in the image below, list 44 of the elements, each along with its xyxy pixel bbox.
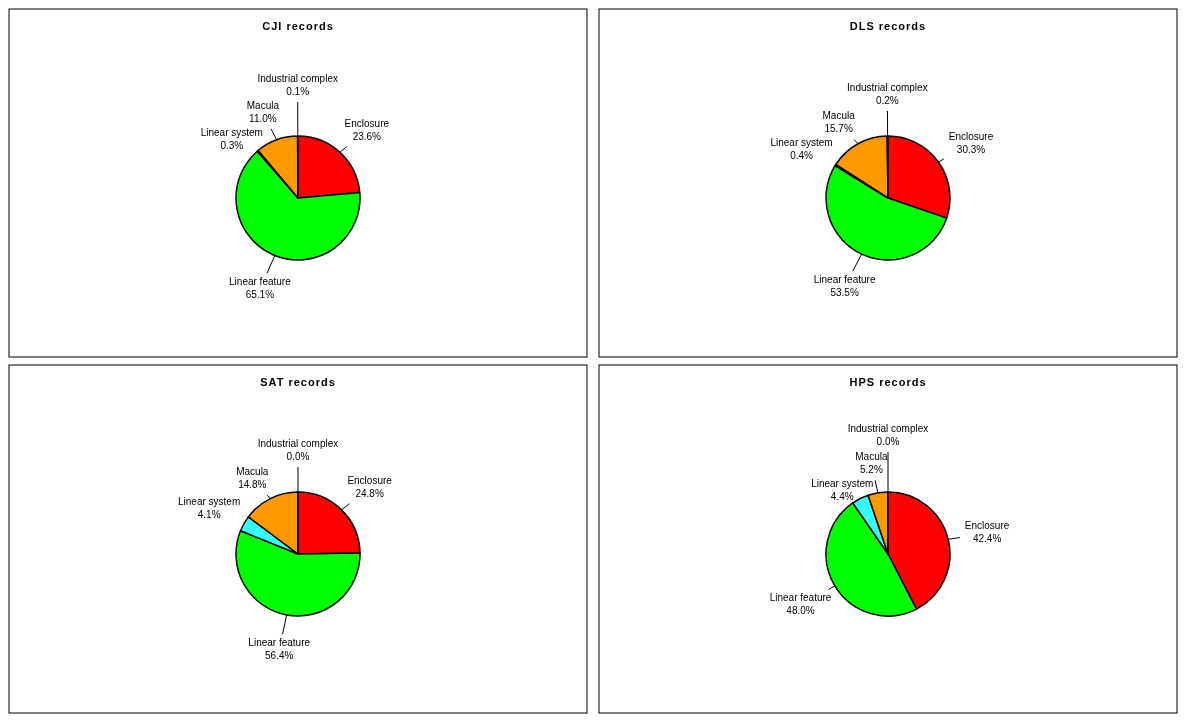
category-label: Industrial complex xyxy=(257,438,339,449)
data-label: 4.1% xyxy=(197,508,221,520)
slice-label: Linear feature xyxy=(769,592,832,604)
slice-label: Enclosure xyxy=(948,131,994,143)
slice-label: Industrial complex xyxy=(257,73,338,84)
chart-title: DLS records xyxy=(849,20,927,32)
data-label: 0.2% xyxy=(875,95,899,106)
slice-label: Enclosure xyxy=(344,117,390,129)
slice-label: Linear system xyxy=(200,127,263,139)
data-label: 56.4% xyxy=(265,650,294,662)
data-label: 30.3% xyxy=(956,144,986,156)
slice-label: Linear feature xyxy=(813,273,876,285)
data-label: 5.2% xyxy=(860,464,883,476)
slice-label: Linear system xyxy=(770,137,833,149)
data-label: 48.0% xyxy=(786,605,815,617)
chart-title: HPS records xyxy=(849,376,927,388)
data-label: 0.3% xyxy=(220,140,244,152)
data-label: 11.0% xyxy=(249,112,277,124)
data-label: 42.4% xyxy=(972,533,1002,545)
chart-title: CJI records xyxy=(262,20,334,32)
slice-label: Enclosure xyxy=(347,474,393,486)
data-label: 0.4% xyxy=(790,150,814,162)
data-label: 65.1% xyxy=(245,289,275,301)
data-label: 4.4% xyxy=(830,491,854,503)
data-label: 14.8% xyxy=(238,479,267,491)
data-label: 23.6% xyxy=(352,130,382,142)
slice-label: Linear feature xyxy=(248,637,311,649)
slice-label: Enclosure xyxy=(964,520,1010,532)
data-label: 24.8% xyxy=(355,487,384,499)
slice-label: Industrial complex xyxy=(847,82,928,93)
slice-label: Linear feature xyxy=(229,276,292,288)
slice-label: Macula xyxy=(236,466,269,478)
category-label: Industrial complex xyxy=(847,423,929,434)
text: 0.0% xyxy=(286,451,310,462)
slice-label: Macula xyxy=(246,99,280,111)
chart-title: SAT records xyxy=(260,376,336,388)
slice-label: Macula xyxy=(855,451,888,463)
data-label: 53.5% xyxy=(830,286,859,298)
data-label: 15.7% xyxy=(824,123,853,135)
data-label: 0.1% xyxy=(286,86,310,97)
slice-label: Linear system xyxy=(811,478,874,490)
text: 0.0% xyxy=(876,436,900,447)
slice-label: Linear system xyxy=(178,495,241,507)
slice-label: Macula xyxy=(822,110,856,122)
